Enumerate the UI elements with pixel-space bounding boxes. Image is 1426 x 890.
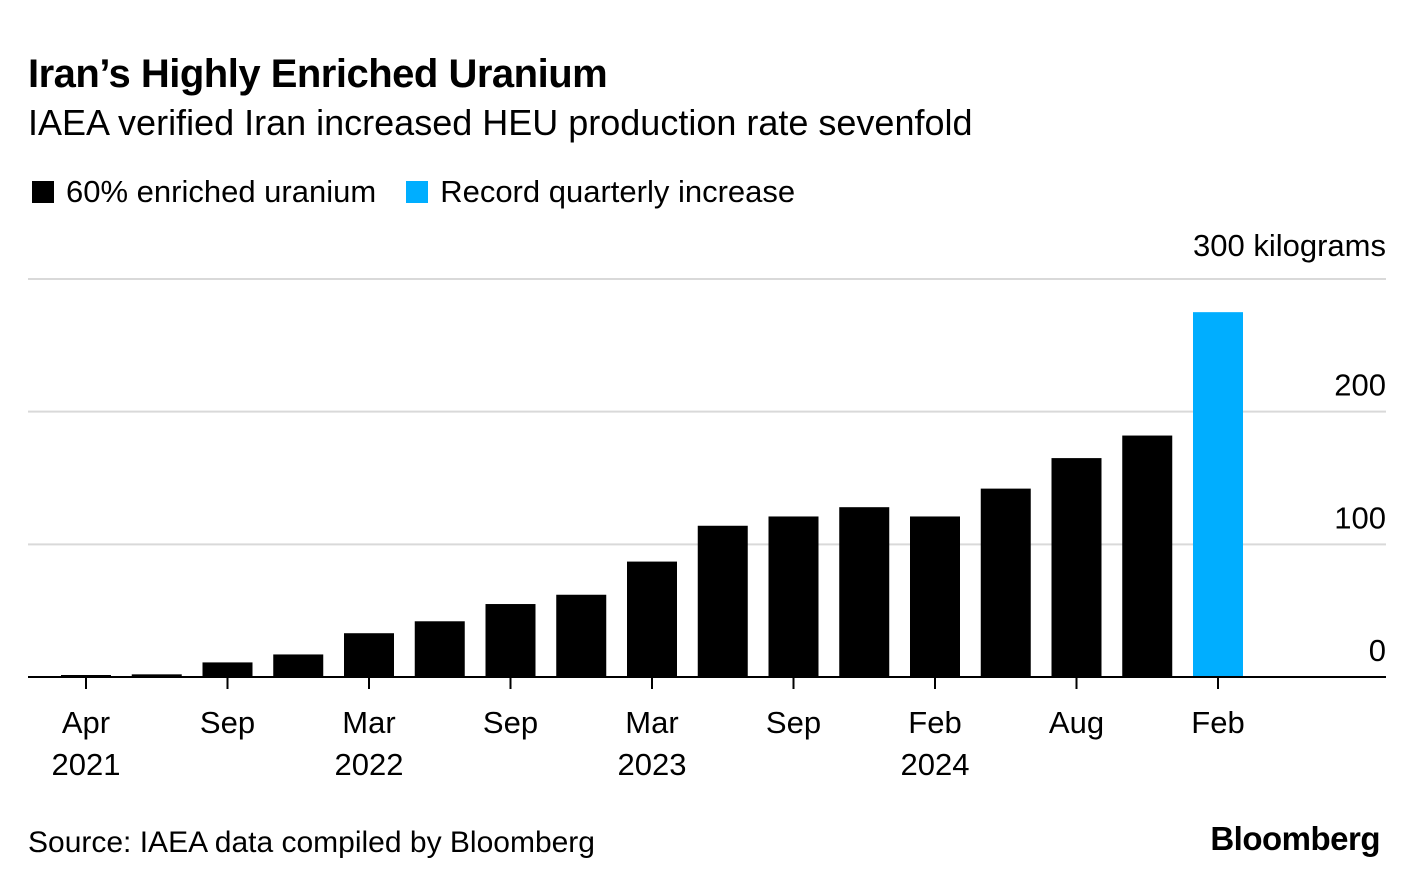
legend-swatch-blue — [406, 181, 429, 203]
x-tick-label: Feb — [1191, 705, 1244, 740]
bar-enriched-uranium — [910, 516, 960, 677]
y-tick-label: 200 — [1334, 368, 1386, 403]
bar-enriched-uranium — [980, 488, 1031, 677]
legend: 60% enriched uranium Record quarterly in… — [32, 174, 825, 210]
x-tick-label: Apr — [62, 705, 110, 740]
bar-enriched-uranium — [414, 621, 465, 677]
chart-subtitle: IAEA verified Iran increased HEU product… — [28, 102, 973, 143]
bar-enriched-uranium — [768, 516, 819, 677]
bar-enriched-uranium — [485, 604, 536, 677]
x-tick-label: Feb — [908, 705, 961, 740]
chart-title: Iran’s Highly Enriched Uranium — [28, 52, 608, 96]
x-tick-label: Mar — [625, 705, 678, 740]
bar-enriched-uranium — [273, 654, 324, 677]
bar-enriched-uranium — [1122, 435, 1173, 677]
legend-label-enriched-uranium: 60% enriched uranium — [66, 174, 377, 209]
x-tick-year-label: 2021 — [52, 747, 121, 782]
y-tick-label: 0 — [1369, 633, 1386, 668]
bar-enriched-uranium — [202, 662, 253, 677]
x-tick-label: Sep — [766, 705, 821, 740]
bloomberg-logo: Bloomberg — [1210, 820, 1380, 857]
source-note: Source: IAEA data compiled by Bloomberg — [28, 826, 595, 859]
bar-enriched-uranium — [839, 507, 890, 677]
legend-label-record-increase: Record quarterly increase — [440, 174, 796, 209]
y-tick-label: 100 — [1334, 500, 1386, 535]
bar-enriched-uranium — [556, 594, 607, 677]
bar-enriched-uranium — [1051, 458, 1102, 677]
bar-enriched-uranium — [131, 674, 182, 677]
x-tick-year-label: 2022 — [335, 747, 404, 782]
bar-enriched-uranium — [627, 561, 677, 677]
x-tick-year-label: 2024 — [901, 747, 970, 782]
legend-item-enriched-uranium: 60% enriched uranium — [32, 174, 376, 210]
legend-swatch-black — [32, 181, 54, 203]
x-tick-label: Aug — [1049, 705, 1104, 740]
bar-enriched-uranium — [344, 633, 394, 677]
x-tick-year-label: 2023 — [618, 747, 687, 782]
legend-item-record-increase: Record quarterly increase — [406, 174, 795, 210]
bar-enriched-uranium — [697, 525, 748, 677]
y-axis-unit-label: 300 kilograms — [1193, 228, 1386, 263]
x-tick-label: Mar — [342, 705, 395, 740]
x-tick-label: Sep — [483, 705, 538, 740]
x-tick-label: Sep — [200, 705, 255, 740]
bar-record-increase — [1193, 312, 1243, 677]
